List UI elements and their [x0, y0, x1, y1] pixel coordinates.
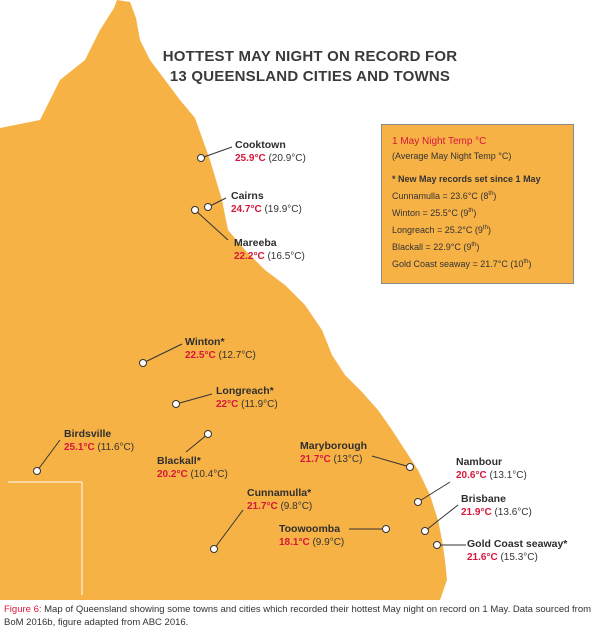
marker-nambour: [414, 498, 422, 506]
marker-cunnamulla: [210, 545, 218, 553]
marker-birdsville: [33, 467, 41, 475]
label-nambour: Nambour 20.6°C (13.1°C): [456, 456, 527, 482]
legend-record-item: Longreach = 25.2°C (9th): [392, 225, 491, 235]
leader-mareeba: [194, 209, 229, 241]
place-name: Gold Coast seaway*: [467, 538, 568, 550]
place-avg: (13.1°C): [489, 470, 527, 481]
label-cooktown: Cooktown 25.9°C (20.9°C): [235, 139, 306, 165]
label-blackall: Blackall* 20.2°C (10.4°C): [157, 455, 228, 481]
place-avg: (9.8°C): [280, 501, 313, 512]
queensland-map: [0, 0, 466, 600]
place-avg: (11.6°C): [97, 442, 135, 453]
place-temp: 25.9°C: [235, 153, 266, 164]
marker-cooktown: [197, 154, 205, 162]
label-longreach: Longreach* 22°C (11.9°C): [216, 385, 278, 411]
legend-subtitle: (Average May Night Temp °C): [392, 151, 512, 161]
place-name: Birdsville: [64, 428, 112, 440]
place-avg: (11.9°C): [241, 399, 278, 410]
label-birdsville: Birdsville 25.1°C (11.6°C): [64, 428, 134, 454]
place-avg: (19.9°C): [264, 204, 302, 215]
leader-winton: [142, 343, 183, 364]
place-avg: (20.9°C): [268, 153, 306, 164]
marker-toowoomba: [382, 525, 390, 533]
place-name: Cunnamulla*: [247, 487, 312, 499]
place-name: Cairns: [231, 190, 264, 202]
place-temp: 21.9°C: [461, 507, 492, 518]
place-avg: (9.9°C): [312, 537, 345, 548]
legend-record-item: Winton = 25.5°C (9th): [392, 208, 477, 218]
place-avg: (15.3°C): [500, 552, 538, 563]
place-temp: 25.1°C: [64, 442, 95, 453]
label-maryborough: Maryborough 21.7°C (13°C): [300, 440, 367, 466]
leader-cooktown: [200, 146, 233, 159]
place-avg: (13.6°C): [494, 507, 532, 518]
place-name: Maryborough: [300, 440, 368, 452]
place-name: Winton*: [185, 336, 225, 348]
place-name: Nambour: [456, 456, 503, 468]
place-temp: 22.2°C: [234, 251, 265, 262]
label-cairns: Cairns 24.7°C (19.9°C): [231, 190, 302, 216]
location-markers: [33, 146, 466, 553]
label-toowoomba: Toowoomba 18.1°C (9.9°C): [279, 523, 344, 549]
place-avg: (13°C): [333, 454, 363, 465]
place-temp: 20.6°C: [456, 470, 487, 481]
marker-winton: [139, 359, 147, 367]
place-name: Longreach*: [216, 385, 274, 397]
legend-record-item: Blackall = 22.9°C (9th): [392, 242, 480, 252]
leader-maryborough: [371, 455, 411, 468]
place-temp: 22.5°C: [185, 350, 216, 361]
marker-brisbane: [421, 527, 429, 535]
marker-maryborough: [406, 463, 414, 471]
place-name: Brisbane: [461, 493, 506, 505]
figure-caption: Figure 6: Map of Queensland showing some…: [4, 603, 604, 629]
place-name: Cooktown: [235, 139, 286, 151]
place-temp: 22°C: [216, 399, 239, 410]
caption-text: Map of Queensland showing some towns and…: [4, 604, 592, 628]
map-title-line1: HOTTEST MAY NIGHT ON RECORD FOR: [162, 48, 458, 65]
legend-record-item: Gold Coast seaway = 21.7°C (10th): [392, 259, 532, 269]
leader-blackall: [185, 433, 209, 453]
leader-nambour: [417, 481, 451, 503]
marker-cairns: [204, 203, 212, 211]
place-avg: (12.7°C): [218, 350, 256, 361]
legend-record-item: Cunnamulla = 23.6°C (8th): [392, 191, 497, 201]
label-winton: Winton* 22.5°C (12.7°C): [185, 336, 256, 362]
marker-mareeba: [191, 206, 199, 214]
marker-longreach: [172, 400, 180, 408]
leader-brisbane: [424, 504, 459, 532]
queensland-landmass: [0, 0, 447, 600]
place-temp: 21.7°C: [247, 501, 278, 512]
place-name: Blackall*: [157, 455, 201, 467]
marker-goldcoast: [433, 541, 441, 549]
label-cunnamulla: Cunnamulla* 21.7°C (9.8°C): [247, 487, 312, 513]
leader-birdsville: [36, 439, 61, 472]
leader-longreach: [175, 393, 213, 405]
place-temp: 18.1°C: [279, 537, 310, 548]
leader-cunnamulla: [213, 509, 244, 550]
legend-title: 1 May Night Temp °C: [392, 136, 487, 147]
place-name: Toowoomba: [279, 523, 341, 535]
place-temp: 24.7°C: [231, 204, 262, 215]
marker-blackall: [204, 430, 212, 438]
caption-figure-number: Figure 6:: [4, 604, 42, 615]
place-temp: 20.2°C: [157, 469, 188, 480]
state-border: [8, 481, 83, 595]
place-name: Mareeba: [234, 237, 277, 249]
place-temp: 21.6°C: [467, 552, 498, 563]
label-brisbane: Brisbane 21.9°C (13.6°C): [461, 493, 532, 519]
place-temp: 21.7°C: [300, 454, 331, 465]
place-avg: (16.5°C): [267, 251, 305, 262]
legend-records-heading: * New May records set since 1 May: [392, 174, 541, 184]
map-legend: 1 May Night Temp °C (Average May Night T…: [381, 124, 574, 284]
map-title-line2: 13 QUEENSLAND CITIES AND TOWNS: [169, 68, 451, 85]
label-mareeba: Mareeba 22.2°C (16.5°C): [234, 237, 305, 263]
place-avg: (10.4°C): [190, 469, 228, 480]
label-goldcoast: Gold Coast seaway* 21.6°C (15.3°C): [467, 538, 567, 564]
